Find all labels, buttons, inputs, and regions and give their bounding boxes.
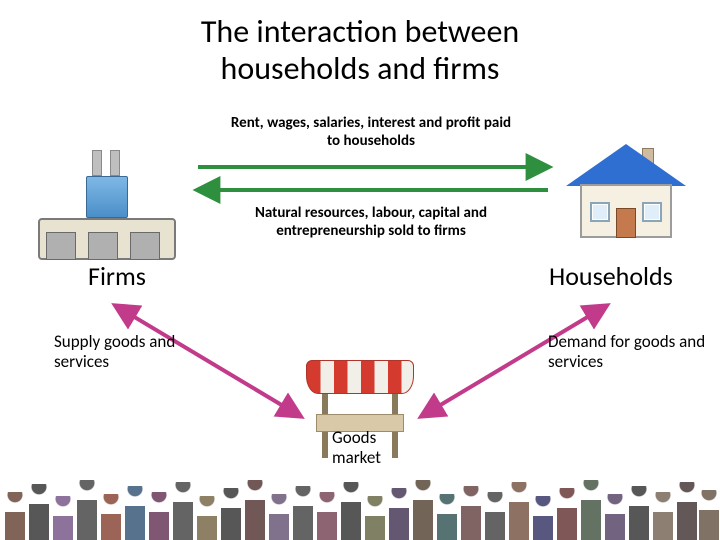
factory-icon xyxy=(32,150,182,260)
top-flow-label: Rent, wages, salaries, interest and prof… xyxy=(226,114,516,150)
house-icon xyxy=(566,136,686,246)
households-label: Households xyxy=(549,260,673,292)
title-line-1: The interaction between xyxy=(201,12,519,51)
demand-label: Demand for goods and services xyxy=(548,332,708,373)
page-title: The interaction between households and f… xyxy=(0,0,720,88)
firms-label: Firms xyxy=(88,260,146,292)
goods-market-label: Goods market xyxy=(332,428,402,469)
supply-label: Supply goods and services xyxy=(54,332,184,373)
mid-flow-label: Natural resources, labour, capital and e… xyxy=(222,204,520,240)
diagram-stage: The interaction between households and f… xyxy=(0,0,720,540)
title-line-2: households and firms xyxy=(221,49,500,88)
